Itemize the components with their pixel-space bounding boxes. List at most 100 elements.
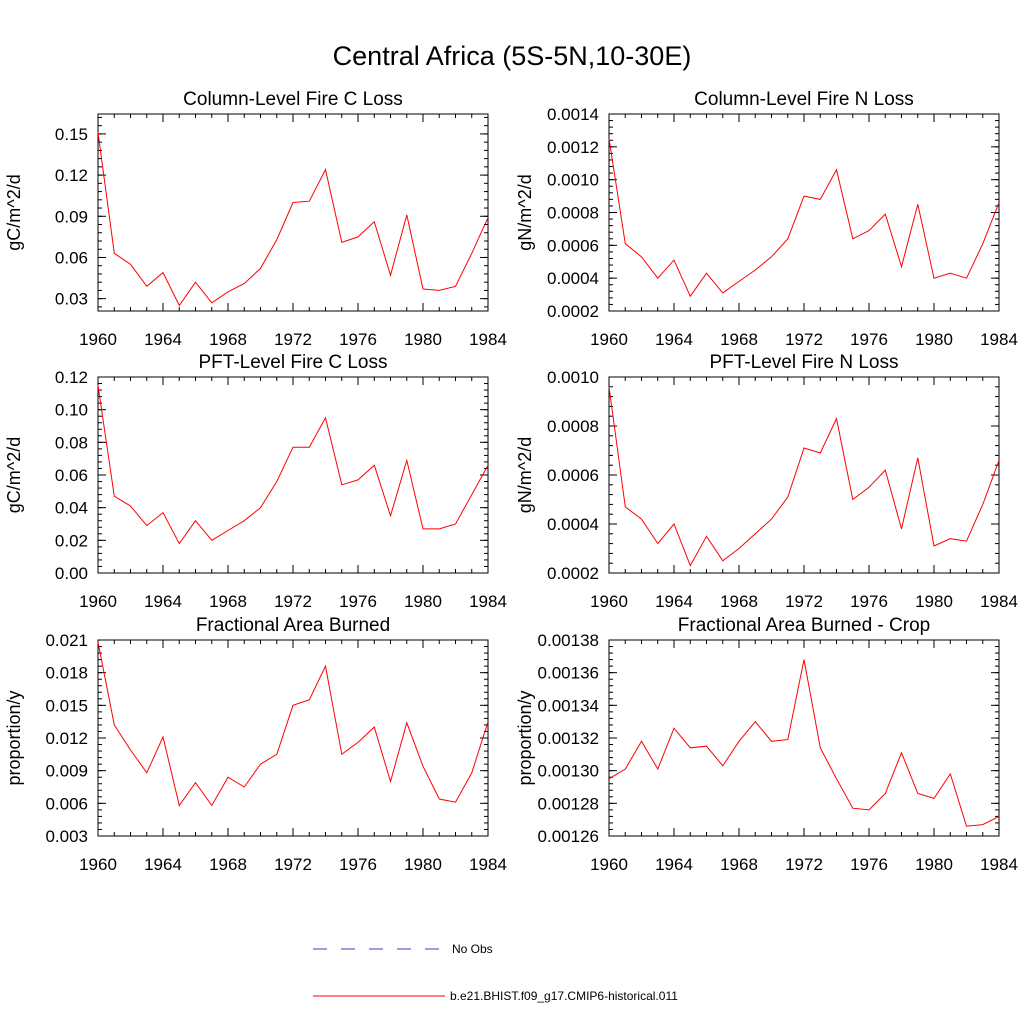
x-tick-label: 1984 xyxy=(980,592,1018,611)
x-tick-label: 1960 xyxy=(590,855,628,874)
chart-panel-fractional-area-burned: 1960 1964 1968 1972 1976 1980 1984 0.003 0.006 0.… xyxy=(4,615,507,874)
y-tick-label: 0.12 xyxy=(55,166,88,185)
x-tick-label: 1964 xyxy=(144,330,182,349)
y-tick-label: 0.0002 xyxy=(547,564,599,583)
x-tick-label: 1968 xyxy=(720,855,758,874)
x-tick-label: 1960 xyxy=(79,855,117,874)
y-tick-label: 0.00136 xyxy=(538,664,599,683)
y-axis-label: gC/m^2/d xyxy=(4,174,24,250)
y-tick-label: 0.0004 xyxy=(547,515,599,534)
x-tick-label: 1980 xyxy=(915,592,953,611)
x-tick-label: 1968 xyxy=(209,592,247,611)
x-tick-label: 1984 xyxy=(469,592,507,611)
y-tick-label: 0.00128 xyxy=(538,794,599,813)
series-line xyxy=(97,642,489,807)
x-tick-label: 1972 xyxy=(785,330,823,349)
y-tick-label: 0.06 xyxy=(55,248,88,267)
series-line xyxy=(608,659,1000,827)
x-tick-label: 1964 xyxy=(144,855,182,874)
y-tick-label: 0.0014 xyxy=(547,105,599,124)
y-tick-label: 0.0004 xyxy=(547,269,599,288)
series-line xyxy=(97,132,489,307)
y-tick-label: 0.0008 xyxy=(547,417,599,436)
x-tick-label: 1984 xyxy=(469,330,507,349)
y-axis-label: proportion/y xyxy=(4,690,24,785)
y-tick-label: 0.003 xyxy=(45,827,88,846)
y-tick-label: 0.15 xyxy=(55,125,88,144)
x-tick-label: 1976 xyxy=(850,592,888,611)
x-tick-label: 1972 xyxy=(274,855,312,874)
x-tick-label: 1984 xyxy=(469,855,507,874)
chart-panel-column-level-fire-n-loss: 1960 1964 1968 1972 1976 1980 1984 0.0002 0.0004… xyxy=(515,89,1018,349)
legend: No Obs b.e21.BHIST.f09_g17.CMIP6-histori… xyxy=(313,942,678,1003)
x-tick-label: 1972 xyxy=(785,855,823,874)
series-line xyxy=(97,385,489,545)
y-tick-label: 0.012 xyxy=(45,729,88,748)
y-tick-label: 0.015 xyxy=(45,696,88,715)
x-tick-label: 1968 xyxy=(209,330,247,349)
x-tick-label: 1964 xyxy=(144,592,182,611)
x-tick-label: 1960 xyxy=(590,592,628,611)
x-tick-label: 1976 xyxy=(850,855,888,874)
y-tick-label: 0.00126 xyxy=(538,827,599,846)
legend-obs-label: No Obs xyxy=(452,942,493,956)
y-tick-label: 0.04 xyxy=(55,499,88,518)
y-tick-label: 0.10 xyxy=(55,401,88,420)
y-tick-label: 0.09 xyxy=(55,207,88,226)
x-tick-label: 1968 xyxy=(720,330,758,349)
panels: 1960 1964 1968 1972 1976 1980 1984 0.03 0.06 0.09… xyxy=(4,89,1018,874)
x-tick-label: 1972 xyxy=(785,592,823,611)
y-tick-label: 0.06 xyxy=(55,466,88,485)
x-tick-label: 1980 xyxy=(404,330,442,349)
chart-panel-pft-level-fire-c-loss: 1960 1964 1968 1972 1976 1980 1984 0.00 0.02 0.04… xyxy=(4,352,507,611)
y-tick-label: 0.00 xyxy=(55,564,88,583)
y-tick-label: 0.00134 xyxy=(538,696,599,715)
y-tick-label: 0.0010 xyxy=(547,368,599,387)
chart-panel-fractional-area-burned-crop: 1960 1964 1968 1972 1976 1980 1984 0.00126 0.001… xyxy=(515,615,1018,874)
x-tick-label: 1964 xyxy=(655,330,693,349)
y-tick-label: 0.00132 xyxy=(538,729,599,748)
panel-title: Column-Level Fire C Loss xyxy=(183,89,403,110)
x-tick-label: 1964 xyxy=(655,592,693,611)
y-tick-label: 0.021 xyxy=(45,631,88,650)
panel-title: Fractional Area Burned xyxy=(196,615,390,636)
plot-frame xyxy=(97,376,489,574)
y-tick-label: 0.0012 xyxy=(547,138,599,157)
x-tick-label: 1984 xyxy=(980,855,1018,874)
chart-panel-column-level-fire-c-loss: 1960 1964 1968 1972 1976 1980 1984 0.03 0.06 0.09… xyxy=(4,89,507,349)
y-axis-label: proportion/y xyxy=(515,690,535,785)
series-line xyxy=(608,138,1000,298)
panel-title: PFT-Level Fire C Loss xyxy=(199,352,388,373)
x-tick-label: 1968 xyxy=(209,855,247,874)
y-tick-label: 0.08 xyxy=(55,433,88,452)
y-tick-label: 0.0002 xyxy=(547,302,599,321)
x-tick-label: 1976 xyxy=(339,592,377,611)
plot-frame xyxy=(608,639,1000,837)
x-tick-label: 1968 xyxy=(720,592,758,611)
y-tick-label: 0.0010 xyxy=(547,171,599,190)
x-tick-label: 1980 xyxy=(915,330,953,349)
y-tick-label: 0.0006 xyxy=(547,466,599,485)
y-tick-label: 0.00130 xyxy=(538,762,599,781)
plot-frame xyxy=(608,113,1000,312)
y-tick-label: 0.03 xyxy=(55,290,88,309)
x-tick-label: 1980 xyxy=(404,592,442,611)
x-tick-label: 1980 xyxy=(404,855,442,874)
plot-frame xyxy=(608,376,1000,574)
y-tick-label: 0.006 xyxy=(45,794,88,813)
y-tick-label: 0.009 xyxy=(45,762,88,781)
y-tick-label: 0.00138 xyxy=(538,631,599,650)
x-tick-label: 1972 xyxy=(274,592,312,611)
x-tick-label: 1984 xyxy=(980,330,1018,349)
main-title: Central Africa (5S-5N,10-30E) xyxy=(333,41,692,71)
panel-title: PFT-Level Fire N Loss xyxy=(710,352,899,373)
legend-model-label: b.e21.BHIST.f09_g17.CMIP6-historical.011 xyxy=(450,989,678,1003)
plot-frame xyxy=(97,639,489,837)
x-tick-label: 1972 xyxy=(274,330,312,349)
x-tick-label: 1980 xyxy=(915,855,953,874)
x-tick-label: 1976 xyxy=(339,855,377,874)
plot-frame xyxy=(97,113,489,312)
y-axis-label: gN/m^2/d xyxy=(515,437,535,513)
x-tick-label: 1960 xyxy=(79,330,117,349)
